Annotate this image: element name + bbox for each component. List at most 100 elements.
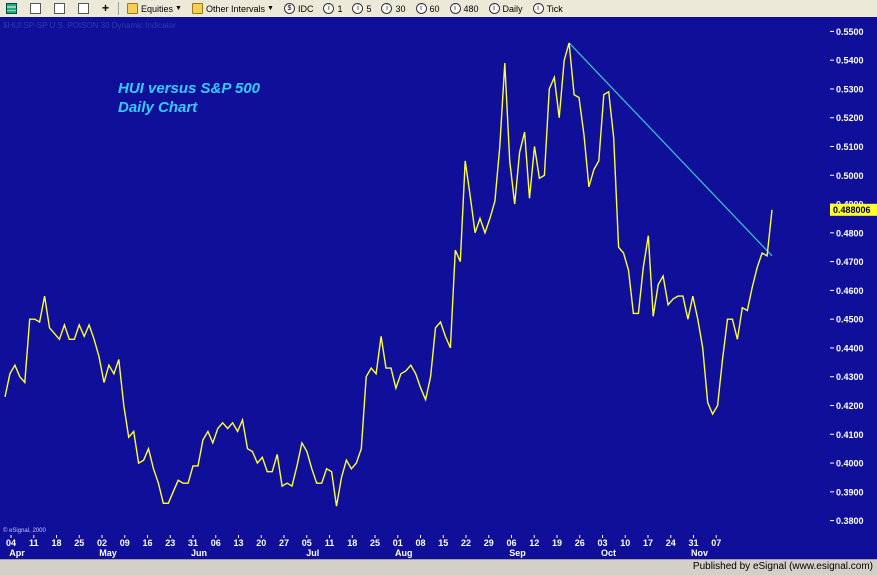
interval-60-label: 60 xyxy=(429,3,440,14)
interval-tick-button[interactable]: i Tick xyxy=(529,1,567,16)
last-price-marker: 0.488006 xyxy=(830,203,877,216)
x-tick-label: 04 xyxy=(6,538,16,548)
y-axis-panel xyxy=(830,17,877,535)
interval-480-label: 480 xyxy=(463,3,479,14)
y-tick-label: 0.4600 xyxy=(836,286,864,296)
folder-icon xyxy=(127,3,139,14)
interval-icon: i xyxy=(532,3,544,14)
interval-60-button[interactable]: i 60 xyxy=(412,1,444,16)
y-tick-label: 0.3900 xyxy=(836,487,864,497)
plus-icon: + xyxy=(102,1,110,15)
x-tick-label: 25 xyxy=(370,538,380,548)
chart-subtitle: Daily Chart xyxy=(118,99,198,116)
link-button[interactable] xyxy=(50,1,72,16)
x-tick-label: 06 xyxy=(211,538,221,548)
interval-icon: i xyxy=(352,3,364,14)
x-tick-label: 31 xyxy=(688,538,698,548)
page-icon xyxy=(78,3,89,14)
y-tick-label: 0.4400 xyxy=(836,343,864,353)
x-tick-label: 29 xyxy=(484,538,494,548)
x-tick-label: 05 xyxy=(302,538,312,548)
chart-header-text: $HUI:SP-SP U.S. POISON 30 Dynamic Indica… xyxy=(3,21,176,30)
x-tick-label: 10 xyxy=(620,538,630,548)
y-tick-label: 0.5000 xyxy=(836,171,864,181)
series-line-hui-spx xyxy=(4,42,773,507)
y-tick-label: 0.4100 xyxy=(836,430,864,440)
source-button[interactable]: $ IDC xyxy=(280,1,318,16)
interval-icon: i xyxy=(323,3,335,14)
x-axis-ticks: 04 11 18 25 02 09 16 23 31 06 13 20 27 05 11 18 25 01 08 15… xyxy=(6,535,721,558)
y-axis-ticks: 0.55000.54000.53000.52000.51000.50000.49… xyxy=(830,27,864,526)
y-tick-label: 0.4800 xyxy=(836,228,864,238)
x-tick-label: 27 xyxy=(279,538,289,548)
dollar-icon: $ xyxy=(283,3,295,14)
x-tick-label: 24 xyxy=(666,538,676,548)
x-tick-label: 09 xyxy=(120,538,130,548)
x-tick-label: 18 xyxy=(347,538,357,548)
x-tick-label: 26 xyxy=(575,538,585,548)
interval-30-label: 30 xyxy=(395,3,406,14)
interval-5-button[interactable]: i 5 xyxy=(348,1,375,16)
page-button[interactable] xyxy=(74,1,96,16)
link-icon xyxy=(54,3,65,14)
x-tick-label: 08 xyxy=(415,538,425,548)
x-tick-label: 12 xyxy=(529,538,539,548)
x-month-label: Oct xyxy=(601,548,616,558)
chevron-down-icon: ▼ xyxy=(267,5,274,12)
x-month-label: May xyxy=(99,548,117,558)
add-study-button[interactable]: + xyxy=(98,1,116,16)
chart-title: HUI versus S&P 500 xyxy=(118,80,261,97)
x-tick-label: 13 xyxy=(233,538,243,548)
interval-icon: i xyxy=(488,3,500,14)
last-price-label: 0.488006 xyxy=(833,205,871,215)
x-month-label: Jun xyxy=(191,548,207,558)
x-tick-label: 02 xyxy=(97,538,107,548)
interval-30-button[interactable]: i 30 xyxy=(377,1,409,16)
x-month-label: Sep xyxy=(509,548,526,558)
x-tick-label: 20 xyxy=(256,538,266,548)
y-tick-label: 0.3800 xyxy=(836,516,864,526)
y-tick-label: 0.4700 xyxy=(836,257,864,267)
plot-area[interactable] xyxy=(0,17,830,535)
interval-480-button[interactable]: i 480 xyxy=(446,1,483,16)
x-tick-label: 06 xyxy=(506,538,516,548)
x-tick-label: 17 xyxy=(643,538,653,548)
y-tick-label: 0.5200 xyxy=(836,113,864,123)
folder-icon xyxy=(191,3,203,14)
interval-daily-label: Daily xyxy=(502,3,523,14)
x-tick-label: 25 xyxy=(74,538,84,548)
x-tick-label: 01 xyxy=(393,538,403,548)
copyright-text: © eSignal, 2000 xyxy=(3,527,46,534)
chart-type-button[interactable] xyxy=(2,1,24,16)
publisher-label: Published by eSignal (www.esignal.com) xyxy=(692,561,873,572)
interval-icon: i xyxy=(381,3,393,14)
chart-icon xyxy=(6,3,17,14)
status-bar: Published by eSignal (www.esignal.com) xyxy=(0,559,877,575)
symbol-list-dropdown[interactable]: Equities ▼ xyxy=(123,1,186,16)
interval-icon: i xyxy=(449,3,461,14)
toolbar-separator xyxy=(118,2,120,15)
interval-icon: i xyxy=(415,3,427,14)
chevron-down-icon: ▼ xyxy=(175,5,182,12)
x-tick-label: 07 xyxy=(711,538,721,548)
interval-dropdown[interactable]: Other Intervals ▼ xyxy=(188,1,278,16)
x-tick-label: 15 xyxy=(438,538,448,548)
x-month-label: Nov xyxy=(691,548,708,558)
interval-label: Other Intervals xyxy=(205,3,266,14)
trendline[interactable] xyxy=(568,42,773,257)
y-tick-label: 0.5500 xyxy=(836,27,864,37)
x-tick-label: 23 xyxy=(165,538,175,548)
interval-1-label: 1 xyxy=(337,3,343,14)
chart-canvas[interactable]: $HUI:SP-SP U.S. POISON 30 Dynamic Indica… xyxy=(0,17,877,559)
x-tick-label: 19 xyxy=(552,538,562,548)
interval-1-button[interactable]: i 1 xyxy=(319,1,346,16)
interval-5-label: 5 xyxy=(366,3,372,14)
x-tick-label: 03 xyxy=(597,538,607,548)
x-axis-panel xyxy=(0,535,877,559)
y-tick-label: 0.5300 xyxy=(836,84,864,94)
interval-daily-button[interactable]: i Daily xyxy=(485,1,527,16)
y-tick-label: 0.4300 xyxy=(836,372,864,382)
source-label: IDC xyxy=(297,3,314,14)
new-window-button[interactable] xyxy=(26,1,48,16)
x-tick-label: 22 xyxy=(461,538,471,548)
